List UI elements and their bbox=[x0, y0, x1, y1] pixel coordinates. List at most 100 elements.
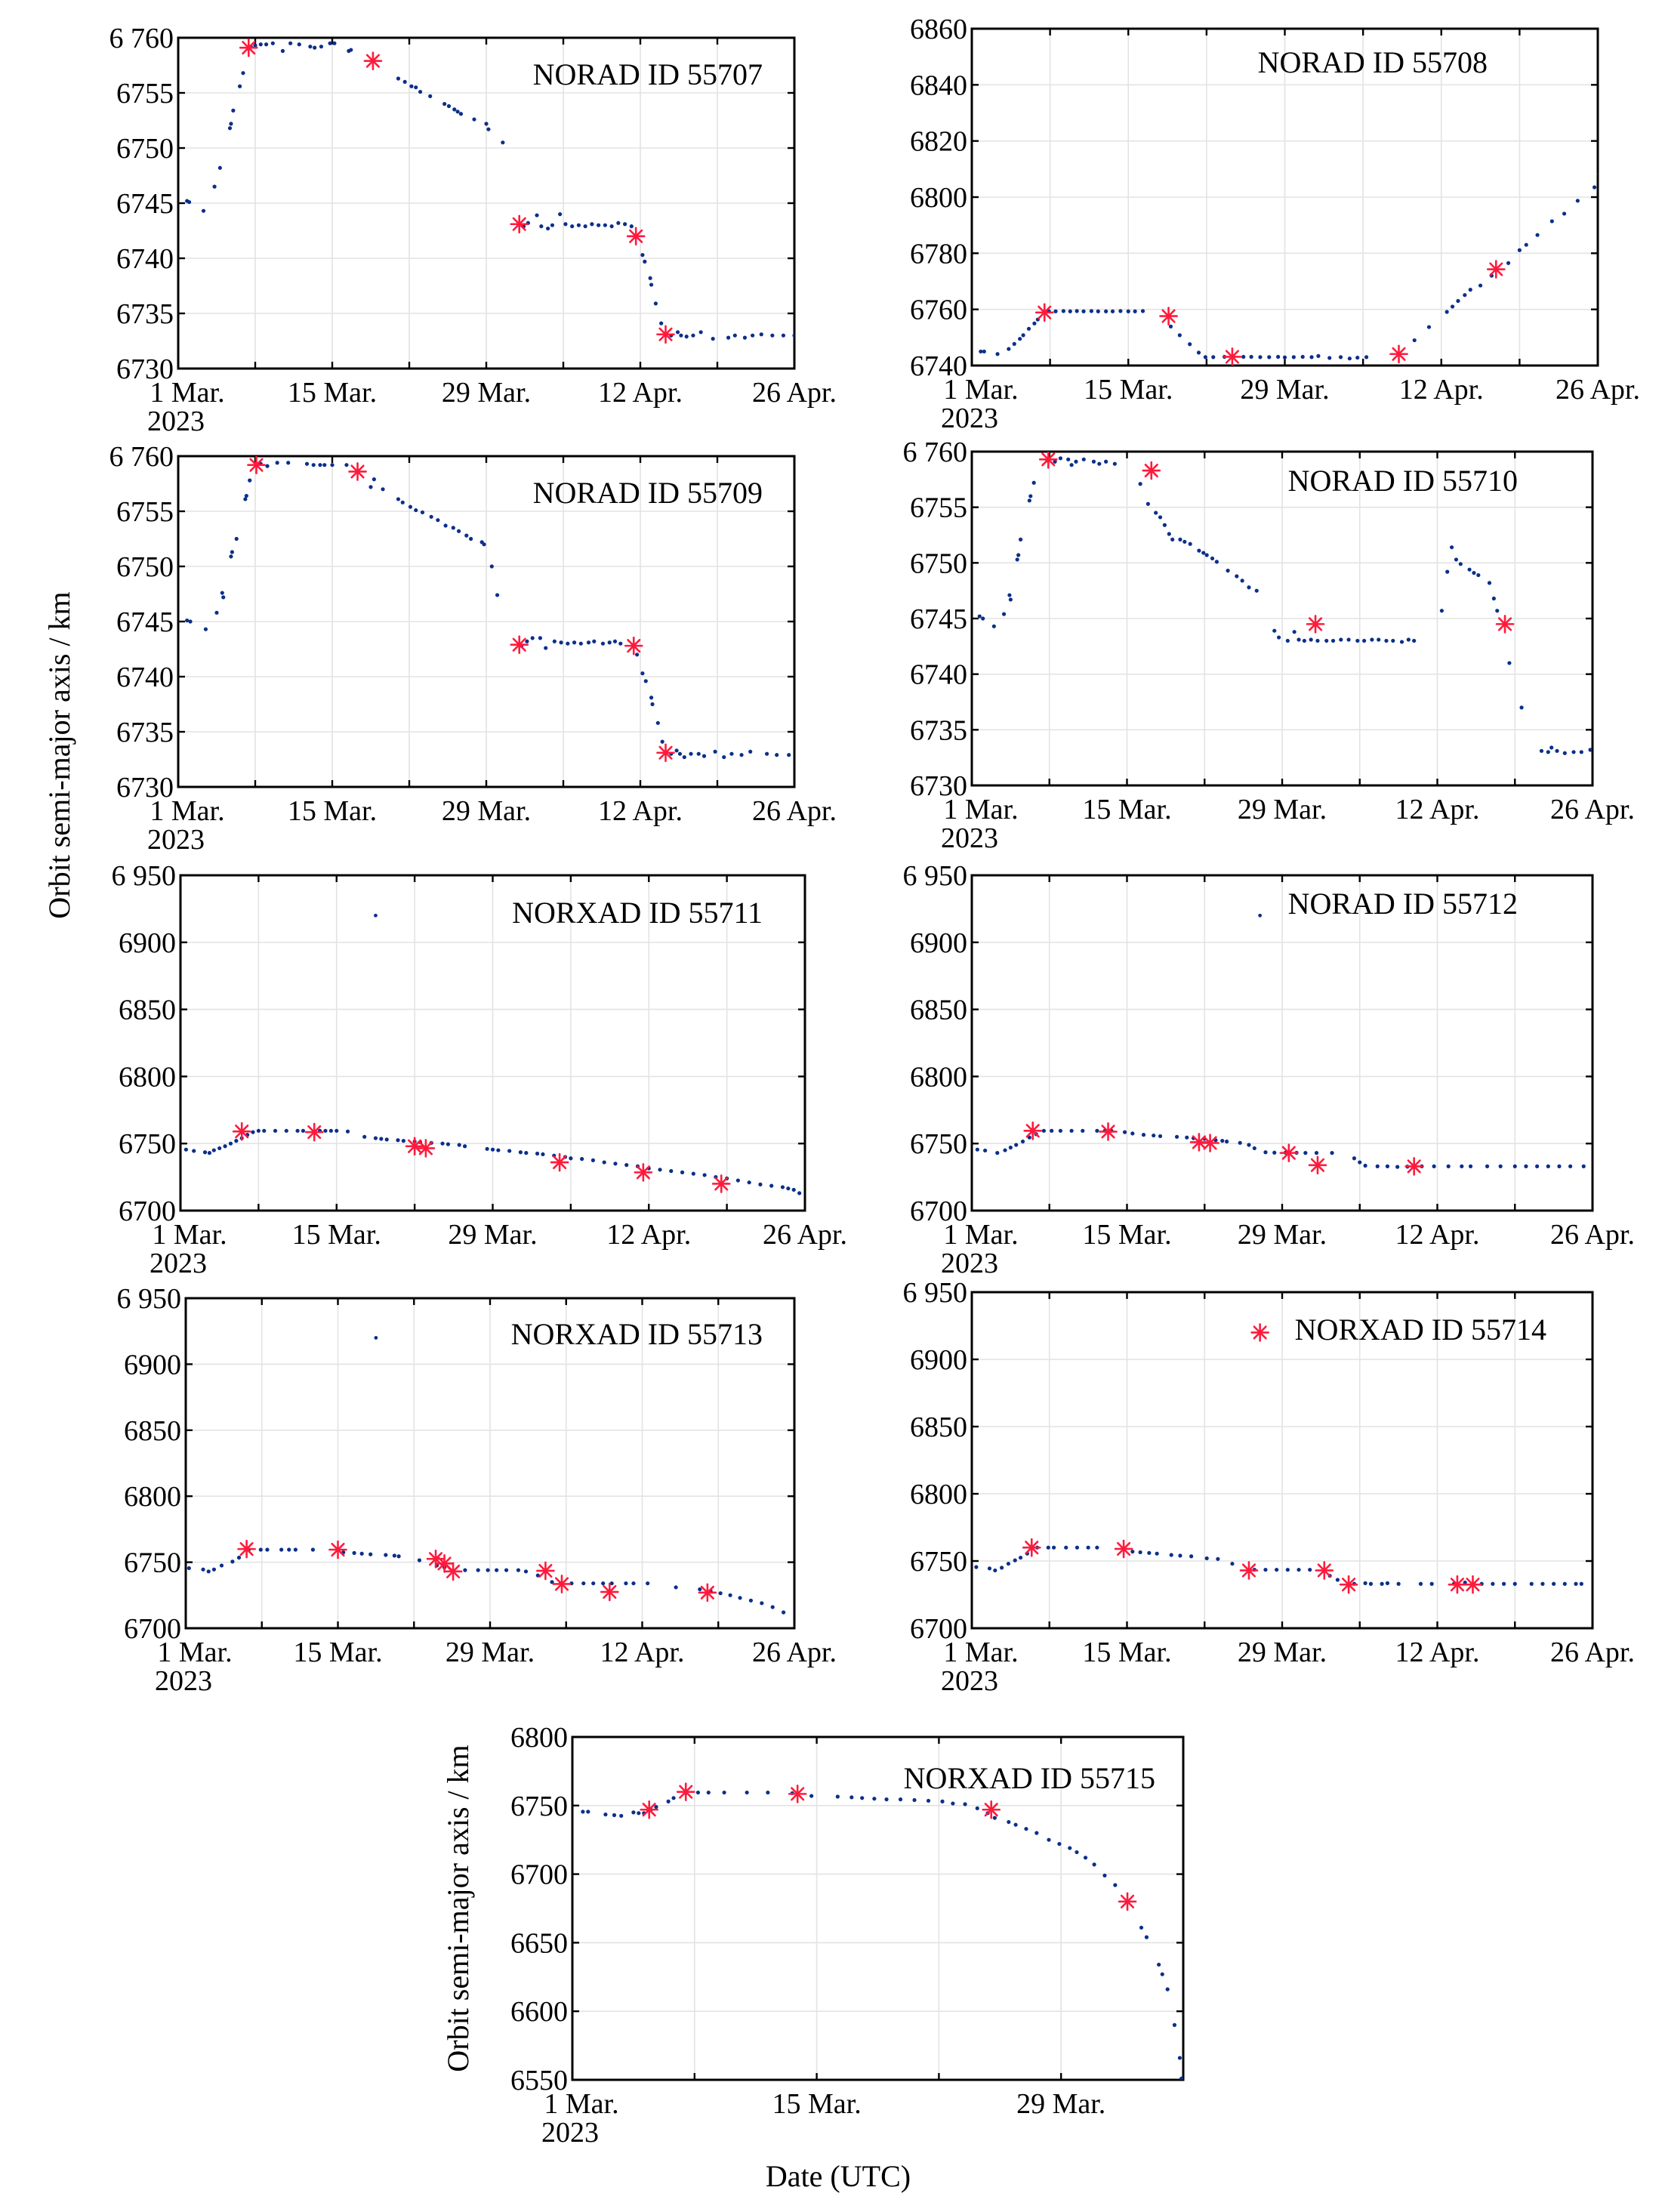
data-point bbox=[207, 1151, 211, 1155]
data-point bbox=[495, 593, 500, 597]
data-point bbox=[524, 1151, 529, 1155]
data-point bbox=[1028, 494, 1033, 498]
series-highlight bbox=[232, 1121, 731, 1193]
data-point bbox=[1138, 1550, 1142, 1555]
highlight-point bbox=[676, 1782, 695, 1801]
y-tick-label: 6755 bbox=[116, 78, 174, 110]
data-point bbox=[1197, 548, 1201, 553]
data-point bbox=[914, 752, 917, 756]
data-point bbox=[609, 224, 614, 229]
series-highlight bbox=[1034, 173, 1598, 366]
data-point bbox=[310, 1547, 315, 1552]
data-point bbox=[1557, 1164, 1562, 1168]
data-point bbox=[396, 1138, 400, 1143]
highlight-point bbox=[405, 1137, 424, 1156]
data-point bbox=[1396, 1581, 1401, 1586]
data-point bbox=[1182, 539, 1187, 544]
data-point bbox=[472, 117, 476, 122]
data-point bbox=[660, 739, 664, 744]
y-tick-label: 6750 bbox=[910, 548, 967, 579]
data-point bbox=[1529, 1581, 1534, 1586]
data-point bbox=[516, 1568, 521, 1572]
data-point bbox=[1204, 553, 1209, 557]
highlight-point bbox=[626, 227, 646, 246]
y-tick-label: 6750 bbox=[116, 551, 174, 583]
data-point bbox=[1013, 1822, 1018, 1827]
data-point bbox=[436, 518, 440, 523]
data-point bbox=[1006, 1561, 1011, 1566]
data-point bbox=[440, 1141, 445, 1146]
highlight-point bbox=[1486, 260, 1506, 279]
data-point bbox=[592, 639, 597, 643]
data-point bbox=[769, 1183, 774, 1188]
x-tick-label: 29 Mar. bbox=[1238, 794, 1327, 825]
data-point bbox=[368, 1552, 373, 1556]
data-point bbox=[775, 753, 779, 757]
data-point bbox=[658, 1168, 662, 1172]
data-point bbox=[847, 334, 851, 338]
data-point bbox=[1024, 1827, 1028, 1831]
data-point bbox=[1258, 355, 1263, 359]
highlight-point bbox=[1099, 1122, 1118, 1141]
data-point bbox=[1225, 1139, 1229, 1144]
data-point bbox=[203, 627, 208, 631]
highlight-point bbox=[1339, 1575, 1358, 1594]
y-tick-label: 6 760 bbox=[903, 437, 968, 468]
series-highlight bbox=[239, 38, 675, 344]
data-point bbox=[682, 754, 686, 760]
data-point bbox=[691, 1171, 695, 1176]
data-point bbox=[1552, 1581, 1556, 1586]
y-tick-label: 6900 bbox=[910, 1344, 967, 1376]
data-point bbox=[417, 1558, 422, 1563]
data-point bbox=[892, 752, 896, 756]
data-point bbox=[739, 753, 744, 757]
series-highlight bbox=[237, 1539, 717, 1603]
data-point bbox=[373, 1136, 378, 1140]
data-point bbox=[206, 1569, 211, 1574]
data-point bbox=[1507, 661, 1512, 665]
x-tick-label: 12 Apr. bbox=[1395, 1637, 1480, 1668]
data-point bbox=[1460, 1164, 1464, 1168]
data-point bbox=[1210, 556, 1215, 561]
y-tick-label: 6850 bbox=[910, 1411, 967, 1443]
data-point bbox=[1154, 511, 1158, 515]
highlight-point bbox=[443, 1562, 463, 1581]
data-point bbox=[1562, 211, 1567, 216]
data-point bbox=[418, 89, 423, 94]
panel-2: 6740 6760 6780 6800 6820 6840 6860 1 Mar. 15 Mar… bbox=[910, 14, 1640, 434]
data-point bbox=[1178, 1553, 1182, 1558]
data-point bbox=[1468, 1164, 1473, 1168]
data-point bbox=[1568, 1164, 1573, 1168]
data-point bbox=[601, 1581, 606, 1586]
data-point bbox=[981, 616, 985, 621]
data-point bbox=[1358, 1160, 1362, 1165]
highlight-point bbox=[552, 1575, 572, 1593]
data-point bbox=[525, 639, 529, 643]
x-tick-label: 1 Mar. bbox=[157, 1637, 232, 1668]
data-point bbox=[963, 1802, 967, 1806]
data-point bbox=[711, 336, 715, 341]
data-point bbox=[275, 461, 279, 465]
data-point bbox=[231, 108, 236, 113]
data-point bbox=[983, 1148, 988, 1153]
year-label: 2023 bbox=[150, 1248, 207, 1279]
data-point bbox=[609, 1581, 614, 1586]
data-point bbox=[270, 41, 275, 45]
data-point bbox=[572, 640, 577, 645]
data-point bbox=[1018, 537, 1023, 541]
data-point bbox=[1081, 1128, 1085, 1133]
data-point bbox=[1330, 638, 1336, 643]
x-tick-label: 1 Mar. bbox=[943, 374, 1018, 406]
data-point bbox=[1238, 1140, 1242, 1145]
data-point bbox=[1463, 1580, 1467, 1585]
data-point bbox=[653, 301, 658, 306]
data-point bbox=[1147, 1550, 1152, 1555]
x-tick-label: 12 Apr. bbox=[1395, 794, 1480, 825]
data-point bbox=[764, 751, 769, 756]
data-point bbox=[258, 42, 263, 47]
data-point bbox=[538, 636, 543, 640]
data-point bbox=[1189, 1554, 1194, 1559]
data-point bbox=[446, 103, 452, 109]
panel-title: NORXAD ID 55714 bbox=[1295, 1313, 1546, 1347]
data-point bbox=[1519, 705, 1524, 710]
